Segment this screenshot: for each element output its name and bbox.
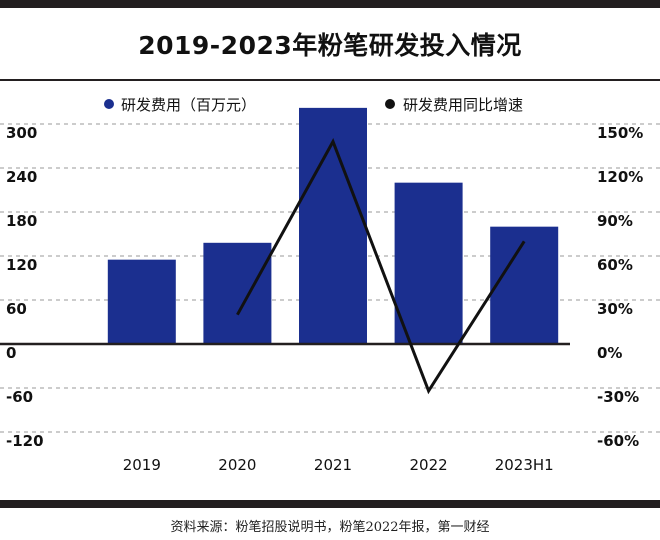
growth-line-series [236,138,526,395]
right-tick-label: 90% [597,212,633,230]
left-tick-label: 300 [6,124,37,142]
right-tick-label: 0% [597,344,622,362]
title-rule [0,79,660,81]
footer-rule [0,500,660,508]
right-tick-label: -60% [597,432,639,450]
legend-bar-label: 研发费用（百万元） [121,96,256,114]
left-tick-label: -60 [6,388,33,406]
right-axis-ticks: 150% 120% 90% 60% 30% 0% -30% -60% [597,124,643,450]
right-tick-label: -30% [597,388,639,406]
left-tick-label: -120 [6,432,44,450]
right-tick-label: 30% [597,300,633,318]
bar-2023H1 [490,226,559,344]
chart-title: 2019-2023年粉笔研发投入情况 [138,31,522,60]
category-label: 2023H1 [495,456,554,474]
left-tick-label: 0 [6,344,16,362]
category-label: 2021 [314,456,352,474]
left-axis-ticks: 300 240 180 120 60 0 -60 -120 [6,124,44,450]
category-labels: 2019 2020 2021 2022 2023H1 [123,456,554,474]
legend: 研发费用（百万元） 研发费用同比增速 [104,96,523,114]
legend-line-label: 研发费用同比增速 [403,96,523,114]
bar-2022 [394,182,463,344]
category-label: 2020 [218,456,256,474]
source-note: 资料来源：粉笔招股说明书，粉笔2022年报，第一财经 [170,520,490,535]
bar-2020 [203,242,272,344]
left-tick-label: 120 [6,256,37,274]
right-tick-label: 60% [597,256,633,274]
bar-2019 [107,259,176,344]
top-bar [0,0,660,8]
category-label: 2019 [123,456,161,474]
bar-2021 [299,107,367,344]
right-tick-label: 120% [597,168,643,186]
left-tick-label: 180 [6,212,37,230]
legend-line-marker [385,99,395,109]
category-label: 2022 [410,456,448,474]
right-tick-label: 150% [597,124,643,142]
left-tick-label: 240 [6,168,37,186]
legend-bar-marker [104,99,114,109]
left-tick-label: 60 [6,300,27,318]
bar-series [107,107,559,344]
